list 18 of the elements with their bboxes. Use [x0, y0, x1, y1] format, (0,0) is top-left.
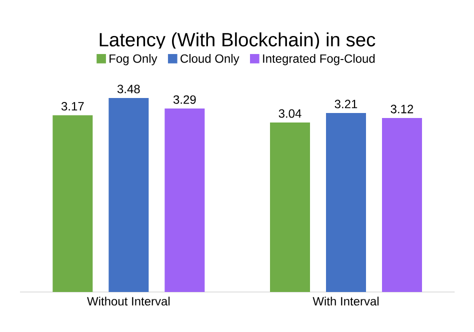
bar	[270, 122, 310, 292]
x-tick-label: Without Interval	[87, 296, 170, 306]
data-label: 3.48	[117, 84, 140, 94]
data-label: 3.12	[390, 104, 414, 114]
legend-label: Cloud Only	[180, 54, 240, 66]
bar	[326, 113, 366, 292]
data-label: 3.21	[334, 100, 358, 108]
bar	[108, 98, 149, 292]
legend-label: Fog Only	[110, 54, 158, 66]
data-label: 3.29	[173, 95, 196, 104]
x-tick-label: With Interval	[312, 296, 379, 306]
data-label: 3.04	[278, 109, 302, 118]
data-label: 3.17	[61, 102, 84, 111]
bar	[382, 118, 422, 292]
chart-title: Latency (With Blockchain) in sec	[100, 32, 376, 50]
bar	[52, 115, 93, 292]
legend-label: Integrated Fog-Cloud	[263, 54, 375, 66]
bar	[164, 108, 205, 292]
